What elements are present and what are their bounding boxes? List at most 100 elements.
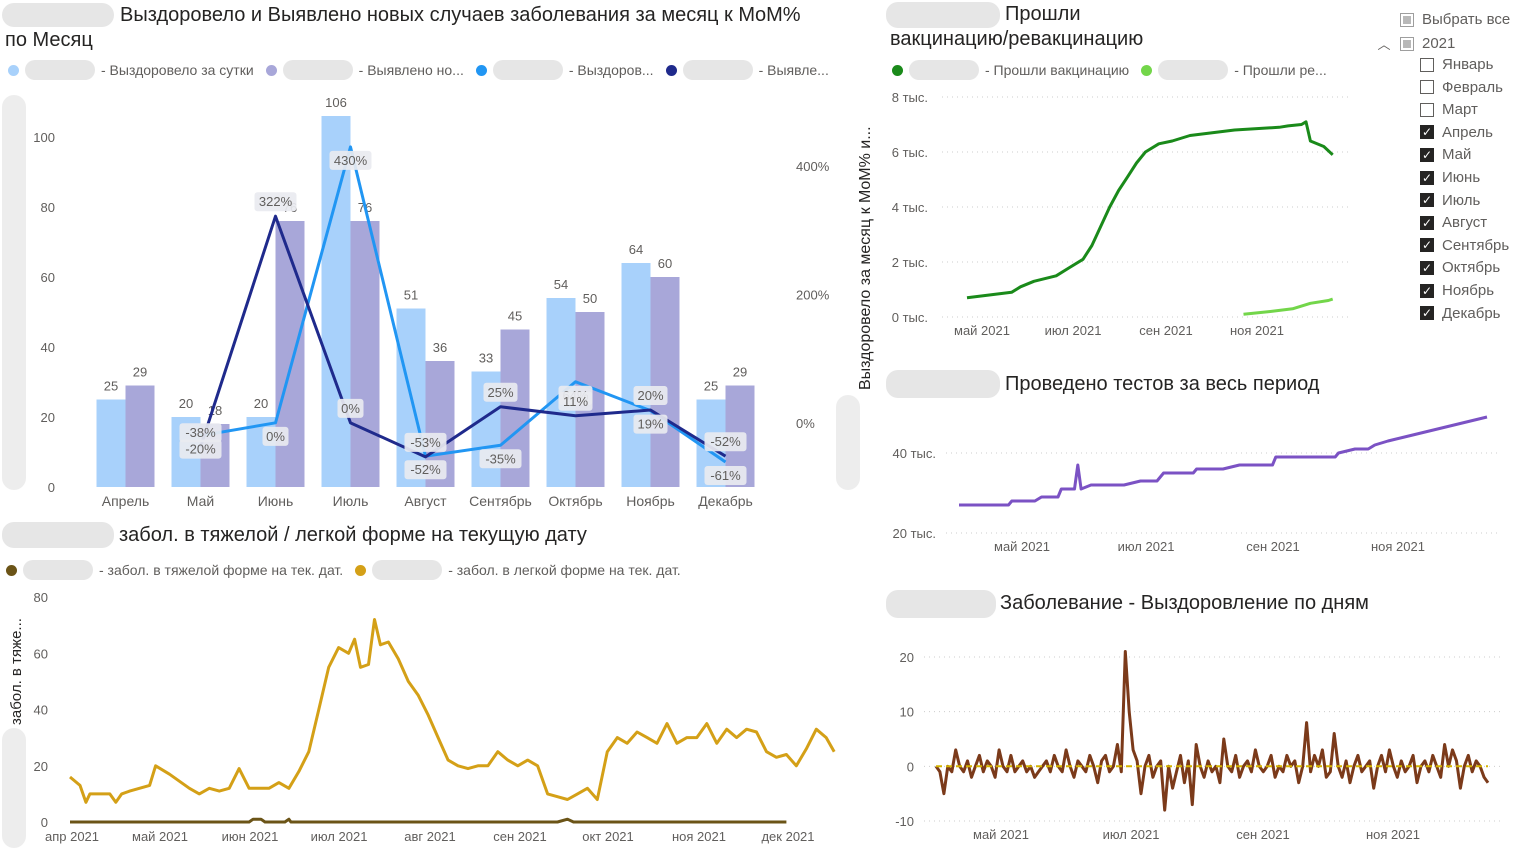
checkbox-checked-icon[interactable] (1420, 306, 1434, 321)
y-tick-label: 20 (41, 410, 55, 425)
legend-label: - Выявлено но... (358, 62, 464, 78)
slicer-month-8[interactable]: Август (1420, 214, 1487, 231)
checkbox-icon[interactable] (1420, 102, 1434, 117)
legend-dot (8, 64, 19, 76)
legend-pill (1158, 60, 1229, 80)
y2-tick-label: 400% (796, 159, 830, 174)
title-placeholder-pill (886, 370, 1000, 398)
slicer-month-10[interactable]: Октябрь (1420, 259, 1500, 276)
bar (650, 277, 680, 487)
line-data-label: 322% (259, 194, 293, 209)
slicer-month-label: Август (1442, 214, 1488, 232)
y-tick-label: 20 (34, 759, 48, 774)
checkbox-icon[interactable] (1420, 80, 1434, 95)
slicer-month-1[interactable]: Январь (1420, 56, 1493, 73)
slicer-month-12[interactable]: Декабрь (1420, 305, 1500, 322)
x-tick-label: Май (187, 493, 214, 509)
legend-label: - забол. в тяжелой форме на тек. дат. (99, 562, 344, 578)
diff-line-chart: -10 0 10 20 май 2021 июл 2021 сен 2021 ноя 2021 (895, 650, 1500, 842)
data-label-bg (483, 382, 518, 402)
checkbox-checked-icon[interactable] (1420, 147, 1434, 162)
y-tick-label: 0 (41, 815, 48, 830)
slicer-month-2[interactable]: Февраль (1420, 79, 1503, 96)
slicer-month-4[interactable]: Апрель (1420, 124, 1493, 141)
tests-line-chart: 20 тыс. 40 тыс. май 2021 июл 2021 сен 2021 но… (893, 415, 1500, 554)
legend-label: - Выявле... (758, 62, 829, 78)
y-tick-label: 6 тыс. (892, 145, 928, 160)
slicer-month-label: Декабрь (1442, 304, 1501, 322)
legend-label: - забол. в легкой форме на тек. дат. (448, 562, 681, 578)
y-tick-label: 40 (34, 703, 48, 718)
bar (321, 116, 351, 487)
y-scrollbar-severity[interactable] (2, 728, 26, 848)
x-tick-label: май 2021 (994, 539, 1050, 554)
bar-data-label: 20 (179, 396, 193, 411)
data-label-bg (704, 432, 747, 452)
vacc-title-line1: Прошли (1005, 3, 1081, 25)
legend-dot (475, 64, 487, 76)
y-tick-label: 20 (900, 650, 914, 665)
legend-pill (282, 60, 353, 80)
x-tick-label: окт 2021 (582, 829, 634, 844)
right-axis-label: Выздоровело за месяц к MoM% и... (857, 126, 874, 390)
slicer-select-all[interactable]: Выбрать все (1400, 11, 1510, 28)
series-line (69, 618, 836, 804)
vacc-chart-legend: - Прошли вакцинацию - Прошли ре... (892, 60, 1327, 80)
vacc-title-line2: вакцинацию/ревакцинацию (890, 28, 1144, 50)
main-chart-title-line1: Выздоровело и Выявлено новых случаев заб… (120, 4, 801, 26)
y-tick-label: 0 (48, 480, 55, 495)
checkbox-checked-icon[interactable] (1420, 238, 1434, 253)
data-label-bg (254, 192, 297, 212)
slicer-month-6[interactable]: Июнь (1420, 169, 1480, 186)
checkbox-checked-icon[interactable] (1420, 283, 1434, 298)
bar-data-label: 64 (629, 242, 643, 257)
legend-dot (265, 64, 277, 76)
slicer-month-label: Март (1442, 101, 1478, 119)
line-data-label: 0% (266, 429, 285, 444)
slicer-year-2021[interactable]: ︿ 2021 (1376, 34, 1455, 53)
checkbox-checked-icon[interactable] (1420, 170, 1434, 185)
checkbox-icon[interactable] (1400, 12, 1414, 27)
y-tick-label: 80 (34, 590, 48, 605)
x-tick-label: ноя 2021 (1371, 539, 1425, 554)
data-label-bg (479, 449, 522, 469)
series-line (959, 415, 1488, 507)
legend-dot (1141, 64, 1153, 76)
slicer-month-label: Ноябрь (1442, 282, 1495, 299)
bar (350, 221, 380, 487)
checkbox-checked-icon[interactable] (1420, 193, 1434, 208)
data-label-bg (179, 439, 222, 459)
y-scrollbar-left[interactable] (2, 95, 26, 490)
checkbox-checked-icon[interactable] (1420, 215, 1434, 230)
y-tick-label: 80 (41, 200, 55, 215)
x-tick-label: Ноябрь (626, 493, 675, 509)
slicer-month-9[interactable]: Сентябрь (1420, 237, 1509, 254)
line-data-label: -61% (710, 468, 741, 483)
y-scrollbar-right[interactable] (836, 395, 860, 490)
checkbox-checked-icon[interactable] (1420, 260, 1434, 275)
data-label-bg (329, 150, 372, 170)
legend-pill (492, 60, 563, 80)
x-tick-label: июл 2021 (1118, 539, 1175, 554)
line-data-label: 20% (637, 388, 663, 403)
series-line (70, 817, 787, 824)
line-data-label: 11% (563, 394, 588, 409)
legend-dot (6, 564, 17, 576)
slicer-month-7[interactable]: Июль (1420, 192, 1480, 209)
y-tick-label: 10 (900, 705, 914, 720)
x-tick-label: дек 2021 (761, 829, 814, 844)
bar (96, 399, 126, 487)
x-tick-label: ноя 2021 (672, 829, 726, 844)
checkbox-icon[interactable] (1400, 36, 1414, 51)
chevron-up-icon[interactable]: ︿ (1377, 37, 1391, 52)
checkbox-icon[interactable] (1420, 57, 1434, 72)
x-tick-label: июн 2021 (222, 829, 279, 844)
line-data-label: 19% (637, 417, 663, 432)
checkbox-checked-icon[interactable] (1420, 125, 1434, 140)
slicer-month-5[interactable]: Май (1420, 146, 1471, 163)
series-line (966, 120, 1334, 300)
slicer-month-11[interactable]: Ноябрь (1420, 282, 1494, 299)
x-tick-label: июл 2021 (311, 829, 368, 844)
slicer-month-3[interactable]: Март (1420, 101, 1478, 118)
y-tick-label: 4 тыс. (892, 200, 928, 215)
